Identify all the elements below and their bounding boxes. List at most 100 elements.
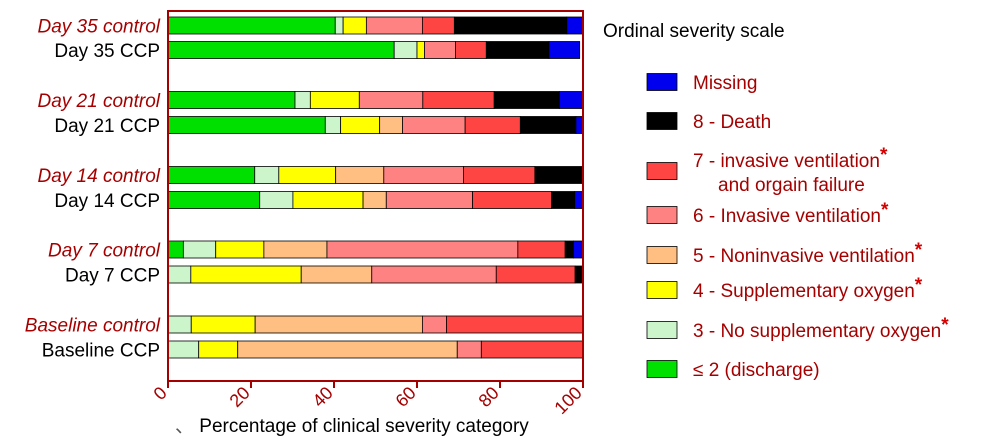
bar-segment [254, 315, 423, 334]
bar-segment [574, 191, 584, 209]
legend-swatch [646, 112, 678, 130]
category-label: Baseline CCP [42, 341, 160, 362]
category-label: Day 14 CCP [54, 191, 160, 212]
bar-segment [456, 340, 482, 359]
x-tick-label: 80 [475, 383, 503, 411]
legend-label: 8 - Death [693, 112, 771, 133]
bar-segment [254, 166, 280, 184]
bar-segment [422, 91, 495, 109]
x-tick-label: 20 [226, 383, 254, 411]
bar-segment [455, 41, 487, 59]
plot-frame [167, 10, 584, 382]
bar-segment [167, 166, 256, 184]
bar-segment [358, 91, 424, 109]
legend-swatch [646, 162, 678, 180]
bar-segment [167, 340, 200, 359]
category-label: Day 7 control [48, 241, 161, 262]
bar-segment [198, 340, 239, 359]
bar-segment [379, 116, 403, 134]
significance-star: * [915, 275, 923, 296]
bar-segment [324, 116, 342, 134]
bar-segment [424, 41, 456, 59]
bar-segment [335, 166, 385, 184]
significance-star: * [881, 200, 889, 221]
legend-swatch [646, 73, 678, 91]
bar-segment [342, 16, 367, 35]
x-axis-label-prefix: 、 [175, 416, 199, 437]
bar-segment [463, 166, 536, 184]
bar-segment [575, 116, 584, 134]
bar-segment [393, 41, 418, 59]
bar-segment [402, 116, 466, 134]
bar-segment [362, 191, 387, 209]
legend-swatch [646, 321, 678, 339]
category-label: Day 35 control [37, 17, 160, 38]
bar-segment [167, 41, 395, 59]
bar-segment [167, 16, 336, 35]
bar-segment [259, 191, 294, 209]
bar-segment [551, 191, 576, 209]
bar-segment [300, 265, 373, 284]
significance-star: * [941, 315, 949, 336]
bar-segment [263, 240, 328, 259]
bar-segment [566, 16, 584, 35]
bar-segment [421, 16, 455, 35]
bar-segment [385, 191, 474, 209]
bar-segment [167, 116, 326, 134]
legend-swatch [646, 246, 678, 264]
legend-label: Missing [693, 73, 757, 94]
bar-segment [464, 116, 521, 134]
category-label: Baseline control [25, 316, 161, 337]
legend-title: Ordinal severity scale [603, 21, 785, 42]
bar-segment [480, 340, 584, 359]
x-axis-label: 、 Percentage of clinical severity catego… [175, 416, 529, 437]
bar-segment [215, 240, 265, 259]
legend-label: 4 - Supplementary oxygen* [693, 275, 923, 302]
bar-segment [383, 166, 464, 184]
bar-segment [334, 16, 344, 35]
bar-segment [190, 265, 302, 284]
bar-segment [573, 240, 584, 259]
bar-segment [167, 240, 184, 259]
bar-segment [167, 191, 261, 209]
category-label: Day 35 CCP [54, 41, 160, 62]
bar-segment [182, 240, 217, 259]
bar-segment [326, 240, 519, 259]
bar-segment [294, 91, 311, 109]
bar-segment [564, 240, 574, 259]
category-label: Day 21 CCP [54, 116, 160, 137]
bar-segment [371, 265, 497, 284]
legend-swatch [646, 360, 678, 378]
category-label: Day 21 control [37, 91, 160, 112]
x-axis-label-text: Percentage of clinical severity category [199, 416, 529, 437]
legend-label: 7 - invasive ventilation* [693, 145, 888, 172]
legend-label: 6 - Invasive ventilation* [693, 200, 889, 227]
bar-segment [167, 265, 192, 284]
bar-segment [446, 315, 584, 334]
legend-label-line2: and orgain failure [718, 175, 865, 196]
bar-segment [534, 166, 584, 184]
bar-segment [309, 91, 360, 109]
bar-segment [453, 16, 568, 35]
bar-segment [237, 340, 458, 359]
legend-swatch [646, 206, 678, 224]
legend-label: ≤ 2 (discharge) [693, 360, 820, 381]
legend-swatch [646, 281, 678, 299]
bar-segment [167, 315, 192, 334]
bar-segment [472, 191, 552, 209]
bar-segment [493, 91, 560, 109]
category-label: Day 14 control [37, 166, 160, 187]
bar-segment [340, 116, 381, 134]
legend-label: 5 - Noninvasive ventilation* [693, 240, 923, 267]
bar-segment [421, 315, 447, 334]
x-tick-label: 40 [309, 383, 337, 411]
bar-segment [167, 91, 296, 109]
bar-segment [558, 91, 584, 109]
legend-label: 3 - No supplementary oxygen* [693, 315, 949, 342]
x-tick-label: 60 [392, 383, 420, 411]
bar-segment [517, 240, 566, 259]
bar-segment [278, 166, 337, 184]
bar-segment [548, 41, 581, 59]
bar-segment [416, 41, 425, 59]
